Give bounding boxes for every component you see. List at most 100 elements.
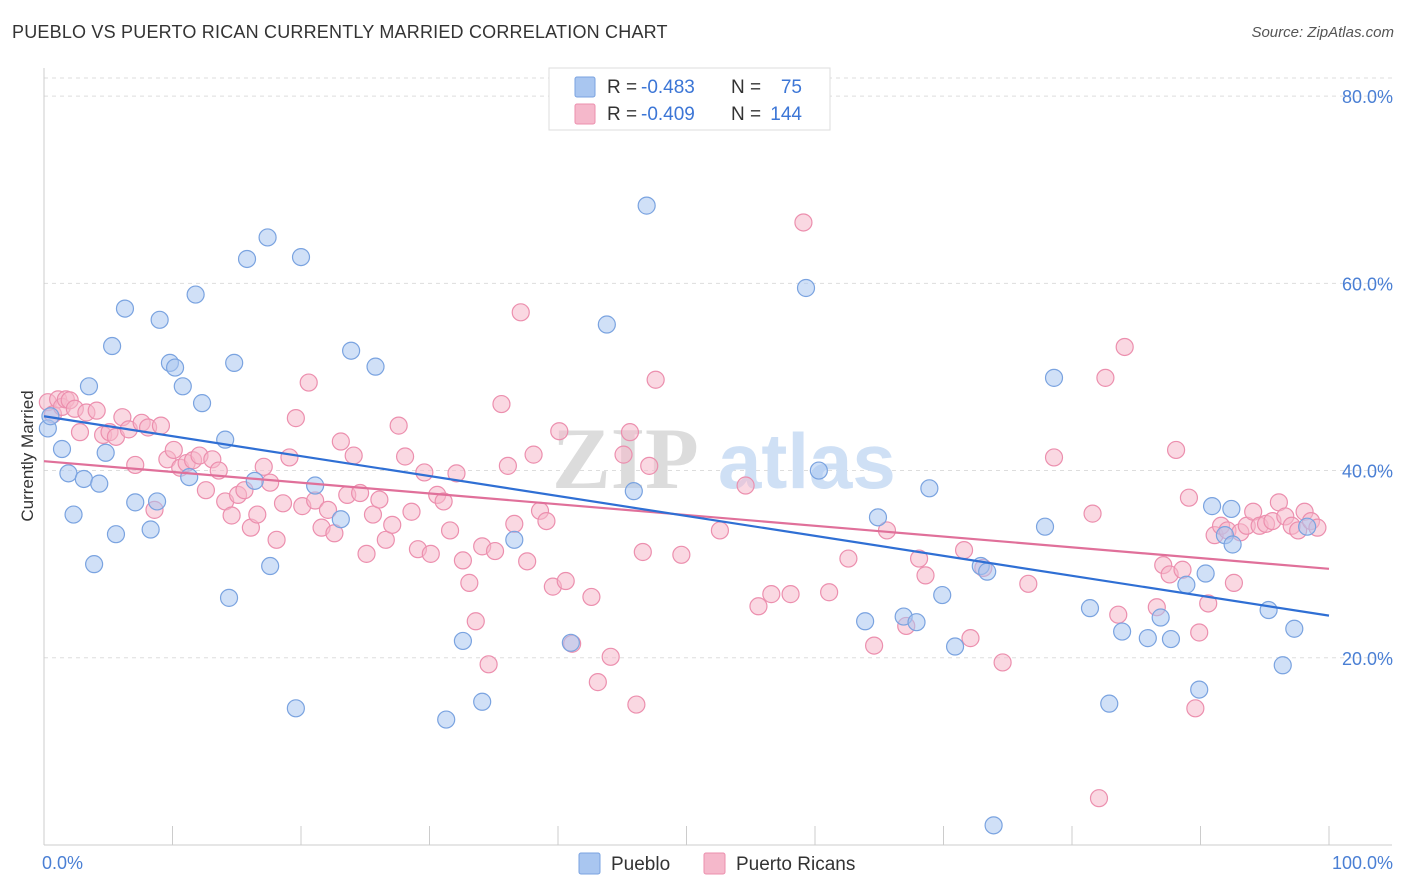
- y-tick-labels: 20.0% 40.0% 60.0% 80.0%: [1342, 87, 1393, 669]
- point-pueblo-40: [561, 633, 580, 652]
- point-pr-108: [961, 629, 980, 648]
- point-pr-96: [749, 597, 768, 616]
- point-pr-36: [261, 473, 280, 492]
- point-pr-82: [556, 571, 575, 591]
- point-pr-111: [1019, 574, 1038, 593]
- point-pr-99: [794, 213, 813, 232]
- point-pueblo-7: [85, 555, 104, 574]
- point-pr-66: [453, 551, 473, 570]
- x-tick-label-min: 0.0%: [42, 853, 83, 873]
- point-pr-106: [916, 566, 935, 585]
- point-pueblo-56: [1035, 517, 1055, 536]
- point-pr-26: [196, 481, 216, 500]
- point-pueblo-71: [1259, 600, 1278, 620]
- point-pr-94: [710, 521, 730, 540]
- bottom-legend-swatch-pueblo: [578, 852, 601, 875]
- point-pueblo-31: [291, 248, 311, 267]
- point-pr-117: [1115, 337, 1134, 357]
- point-pr-77: [524, 445, 543, 464]
- point-pr-67: [460, 573, 479, 592]
- point-pr-90: [633, 542, 652, 562]
- legend-box: [548, 67, 831, 131]
- point-pueblo-12: [115, 299, 135, 318]
- point-pueblo-50: [920, 479, 939, 498]
- point-pueblo-18: [165, 358, 185, 377]
- bottom-legend-swatch-pr: [703, 852, 726, 875]
- point-pr-116: [1109, 605, 1128, 624]
- point-pr-85: [588, 673, 607, 692]
- point-pueblo-45: [809, 461, 828, 480]
- point-pueblo-36: [437, 710, 456, 729]
- legend-pueblo-n-value: 75: [781, 77, 802, 98]
- point-pr-45: [318, 500, 338, 519]
- point-pr-60: [415, 463, 434, 482]
- point-pueblo-25: [225, 353, 244, 372]
- point-pr-95: [736, 476, 755, 495]
- point-pueblo-27: [245, 471, 264, 490]
- legend-pr-r-label: R =: [607, 104, 637, 125]
- point-pr-7: [70, 423, 90, 442]
- point-pueblo-33: [331, 510, 350, 529]
- point-pueblo-22: [192, 394, 212, 413]
- bottom-legend-pueblo: Pueblo: [611, 854, 670, 875]
- point-pueblo-46: [856, 612, 875, 631]
- point-pr-52: [363, 505, 383, 524]
- point-pueblo-21: [186, 285, 205, 304]
- point-pr-42: [299, 373, 318, 392]
- point-pr-34: [248, 505, 267, 524]
- point-pr-100: [820, 583, 839, 602]
- points-puerto-ricans: [38, 213, 1327, 808]
- point-pueblo-59: [1100, 694, 1119, 713]
- point-pueblo-14: [141, 520, 160, 539]
- point-pr-114: [1089, 789, 1109, 808]
- legend-swatch-pueblo: [574, 76, 596, 98]
- point-pueblo-29: [261, 556, 280, 576]
- point-pr-49: [344, 446, 363, 465]
- top-legend: R = -0.483 N = 75 R = -0.409 N = 144: [548, 67, 831, 131]
- point-pueblo-74: [1298, 517, 1317, 536]
- point-pr-125: [1190, 623, 1209, 642]
- point-pueblo-42: [624, 482, 643, 501]
- point-pr-70: [479, 655, 498, 674]
- point-pueblo-30: [286, 699, 305, 718]
- point-pr-81: [550, 422, 569, 441]
- point-pr-56: [389, 416, 408, 435]
- point-pueblo-13: [126, 493, 145, 512]
- point-pueblo-16: [150, 310, 169, 329]
- point-pueblo-11: [106, 525, 126, 544]
- point-pr-75: [511, 303, 530, 322]
- point-pr-71: [485, 541, 505, 561]
- point-pr-97: [762, 585, 781, 604]
- point-pr-76: [518, 552, 537, 571]
- point-pr-84: [582, 587, 601, 607]
- point-pr-63: [434, 492, 453, 511]
- axis-layer: [43, 68, 1392, 846]
- legend-swatch-pr: [574, 103, 596, 125]
- point-pueblo-8: [90, 474, 109, 493]
- y-tick-label-40: 40.0%: [1342, 462, 1393, 482]
- point-pr-93: [672, 545, 691, 564]
- point-pueblo-55: [984, 816, 1003, 835]
- point-pr-123: [1179, 488, 1199, 507]
- point-pueblo-65: [1190, 680, 1209, 699]
- trend-line-pueblo: [43, 415, 1330, 617]
- point-pr-58: [402, 502, 421, 521]
- point-pr-74: [505, 514, 524, 534]
- point-pr-112: [1044, 448, 1064, 467]
- point-pr-79: [537, 511, 556, 531]
- point-pueblo-57: [1044, 368, 1064, 387]
- point-pueblo-61: [1138, 629, 1157, 648]
- point-pr-38: [273, 494, 293, 513]
- point-pueblo-3: [59, 464, 78, 483]
- legend-pr-n-label: N =: [731, 104, 761, 125]
- point-pueblo-5: [74, 469, 93, 489]
- legend-pueblo-n-label: N =: [731, 77, 761, 98]
- point-pueblo-44: [796, 278, 816, 298]
- x-tick-label-max: 100.0%: [1332, 853, 1393, 873]
- point-pr-122: [1173, 560, 1192, 579]
- point-pr-54: [376, 530, 395, 549]
- point-pr-55: [383, 515, 402, 534]
- point-pueblo-28: [258, 228, 277, 247]
- points-pueblo: [38, 196, 1317, 835]
